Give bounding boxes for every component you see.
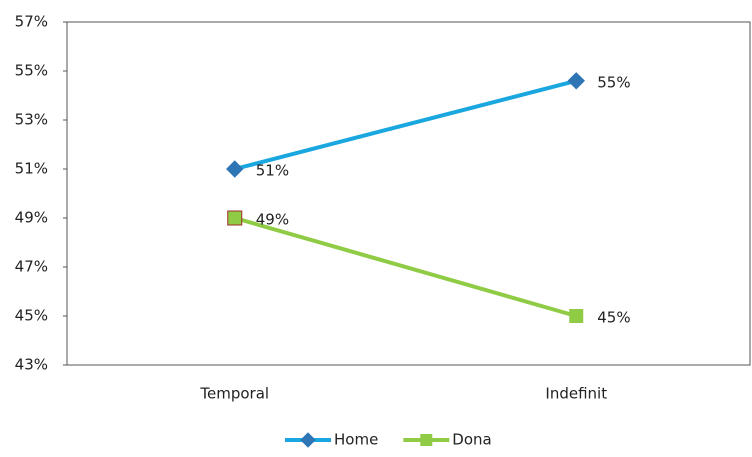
legend-marker (420, 434, 433, 446)
series-line (234, 78, 577, 171)
data-label: 45% (597, 309, 630, 327)
data-point (569, 309, 584, 323)
legend-label: Dona (452, 431, 491, 449)
data-label: 55% (597, 73, 630, 91)
y-tick-label: 49% (15, 209, 48, 227)
series-line (234, 216, 577, 318)
y-tick-label: 47% (15, 258, 48, 276)
data-label: 49% (256, 211, 289, 229)
y-tick-label: 57% (15, 13, 48, 31)
y-tick-label: 55% (15, 62, 48, 80)
x-tick-label: Indefinit (545, 385, 607, 403)
data-point (226, 160, 244, 178)
legend-marker (300, 432, 316, 448)
plot-area (66, 21, 751, 366)
y-tick-label: 45% (15, 307, 48, 325)
y-tick-label: 43% (15, 356, 48, 374)
y-tick-label: 51% (15, 160, 48, 178)
data-point (567, 72, 585, 90)
data-label: 51% (256, 162, 289, 180)
legend-label: Home (334, 431, 378, 449)
y-tick-label: 53% (15, 111, 48, 129)
data-point (227, 210, 243, 226)
x-tick-label: Temporal (199, 385, 269, 403)
